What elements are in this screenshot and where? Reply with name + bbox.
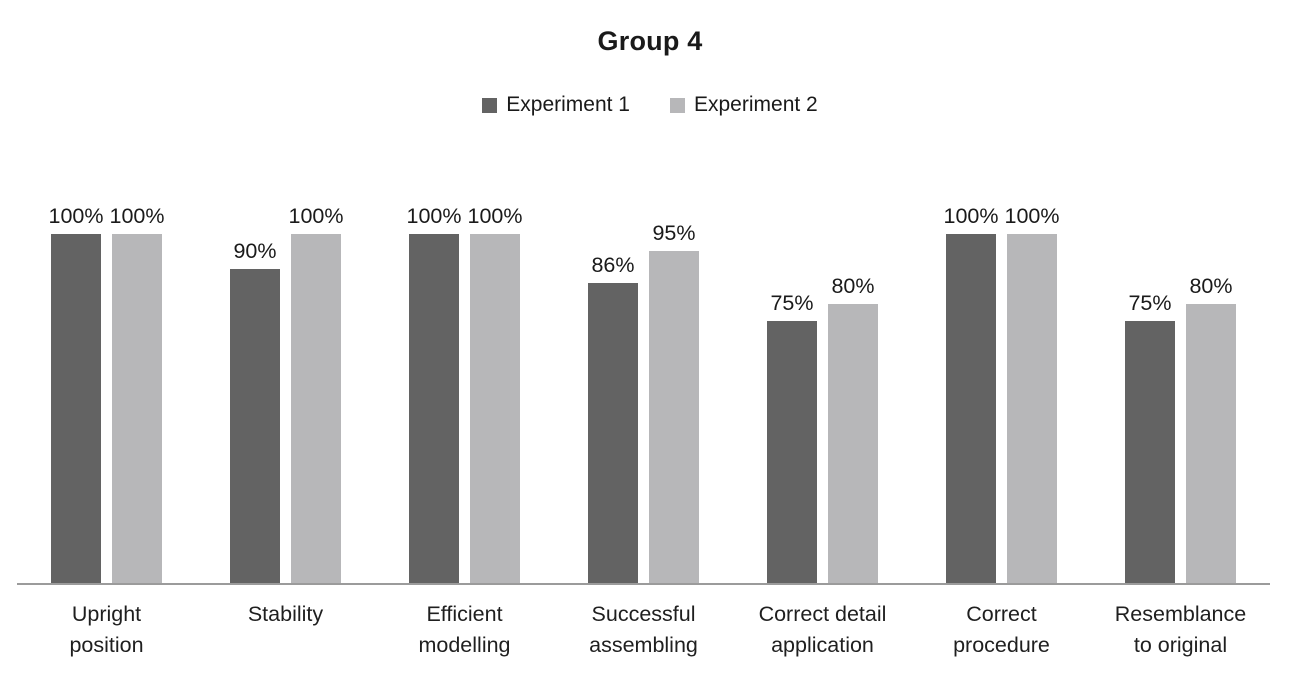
bar-experiment-1: 86%: [588, 253, 638, 583]
bar-experiment-1: 90%: [230, 239, 280, 583]
bar-experiment-1: 100%: [49, 204, 104, 583]
plot-area: 100% 100% Upright position 90% 100% Stability…: [17, 204, 1270, 657]
bar-value-label: 100%: [467, 204, 523, 228]
bar-value-label: 80%: [1189, 274, 1233, 298]
bar-value-label: 100%: [48, 204, 104, 228]
bar-experiment-2: 100%: [1005, 204, 1060, 583]
bar-experiment-1: 75%: [1125, 291, 1175, 583]
bar-value-label: 100%: [943, 204, 999, 228]
bar-value-label: 100%: [288, 204, 344, 228]
category-group: 75% 80% Resemblance to original: [1091, 234, 1270, 657]
legend-label: Experiment 2: [694, 93, 818, 116]
legend-label: Experiment 1: [506, 93, 630, 116]
bar-experiment-2: 80%: [828, 274, 878, 583]
category-group: 100% 100% Upright position: [17, 204, 196, 657]
bar-experiment-2: 100%: [468, 204, 523, 583]
category-group: 86% 95% Successful assembling: [554, 221, 733, 657]
bar-experiment-2: 100%: [110, 204, 165, 583]
category-label: Correct detail application: [758, 602, 887, 657]
bar-value-label: 100%: [406, 204, 462, 228]
bar-experiment-2: 100%: [289, 204, 344, 583]
category-group: 100% 100% Efficient modelling: [375, 204, 554, 657]
chart-legend: Experiment 1 Experiment 2: [0, 93, 1300, 117]
bar-experiment-1: 100%: [407, 204, 462, 583]
bar-value-label: 90%: [233, 239, 277, 263]
category-label: Correct procedure: [953, 602, 1050, 657]
bar-experiment-1: 100%: [944, 204, 999, 583]
chart-title: Group 4: [597, 26, 703, 56]
bar-value-label: 75%: [1128, 291, 1172, 315]
bar-value-label: 86%: [591, 253, 635, 277]
bar-value-label: 100%: [1004, 204, 1060, 228]
bar-experiment-2: 80%: [1186, 274, 1236, 583]
bar-value-label: 100%: [109, 204, 165, 228]
legend-item-experiment-1: Experiment 1: [482, 93, 630, 117]
legend-swatch-icon: [482, 97, 498, 113]
legend-item-experiment-2: Experiment 2: [670, 93, 818, 117]
bar-experiment-2: 95%: [649, 221, 699, 583]
category-label: Efficient modelling: [418, 602, 511, 657]
bar-value-label: 75%: [770, 291, 814, 315]
category-group: 90% 100% Stability: [196, 204, 375, 626]
category-label: Resemblance to original: [1114, 602, 1247, 657]
bar-value-label: 95%: [652, 221, 696, 245]
x-axis-line: [17, 583, 1270, 585]
category-group: 75% 80% Correct detail application: [733, 234, 912, 657]
bar-value-label: 80%: [831, 274, 875, 298]
category-label: Upright position: [69, 602, 144, 657]
category-label: Stability: [247, 602, 324, 626]
category-group: 100% 100% Correct procedure: [912, 204, 1091, 657]
category-label: Successful assembling: [589, 602, 698, 657]
bars-container: 100% 100% Upright position 90% 100% Stability…: [17, 204, 1270, 657]
legend-swatch-icon: [670, 97, 685, 113]
bar-experiment-1: 75%: [767, 291, 817, 583]
